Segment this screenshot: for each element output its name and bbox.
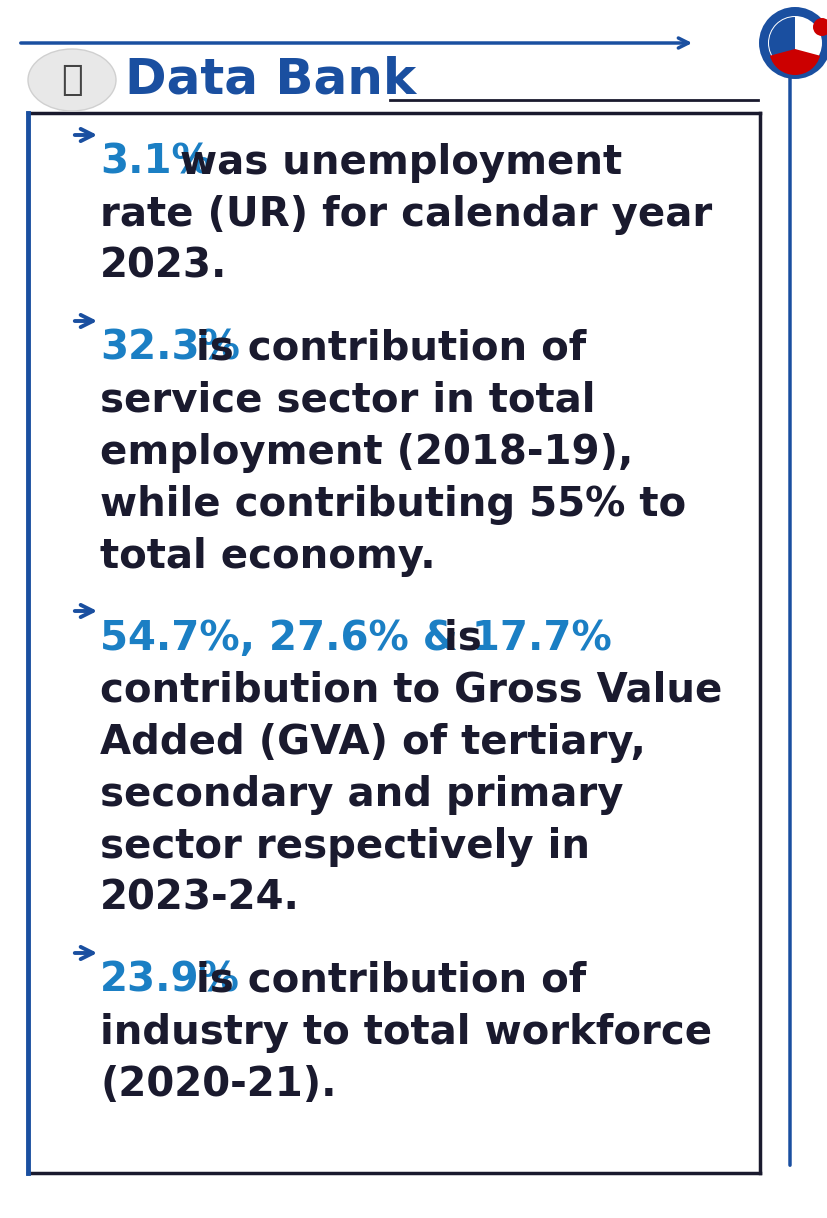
Text: is contribution of: is contribution of [183,329,586,369]
Wedge shape [769,17,795,69]
Text: rate (UR) for calendar year: rate (UR) for calendar year [100,195,712,235]
Text: 2023-24.: 2023-24. [100,879,300,920]
Text: sector respectively in: sector respectively in [100,827,590,867]
Text: 🏛: 🏛 [61,63,83,97]
Text: total economy.: total economy. [100,537,436,577]
Text: industry to total workforce: industry to total workforce [100,1013,712,1054]
Text: Data Bank: Data Bank [125,56,416,104]
Text: while contributing 55% to: while contributing 55% to [100,485,686,525]
Text: is contribution of: is contribution of [183,961,586,1001]
Circle shape [813,18,827,37]
Text: was unemployment: was unemployment [166,143,622,183]
Text: 54.7%, 27.6% & 17.7%: 54.7%, 27.6% & 17.7% [100,619,612,659]
Text: is: is [430,619,482,659]
Text: contribution to Gross Value: contribution to Gross Value [100,671,722,711]
Text: secondary and primary: secondary and primary [100,775,624,815]
Text: 3.1%: 3.1% [100,143,212,183]
Text: 2023.: 2023. [100,247,227,287]
Ellipse shape [28,49,116,111]
Circle shape [768,16,822,69]
Text: employment (2018-19),: employment (2018-19), [100,434,633,473]
Text: (2020-21).: (2020-21). [100,1065,337,1105]
Text: Added (GVA) of tertiary,: Added (GVA) of tertiary, [100,723,646,762]
Text: service sector in total: service sector in total [100,381,595,421]
Circle shape [759,7,827,79]
Text: 23.9%: 23.9% [100,961,240,1001]
Wedge shape [770,49,820,76]
Text: 32.3%: 32.3% [100,329,240,369]
